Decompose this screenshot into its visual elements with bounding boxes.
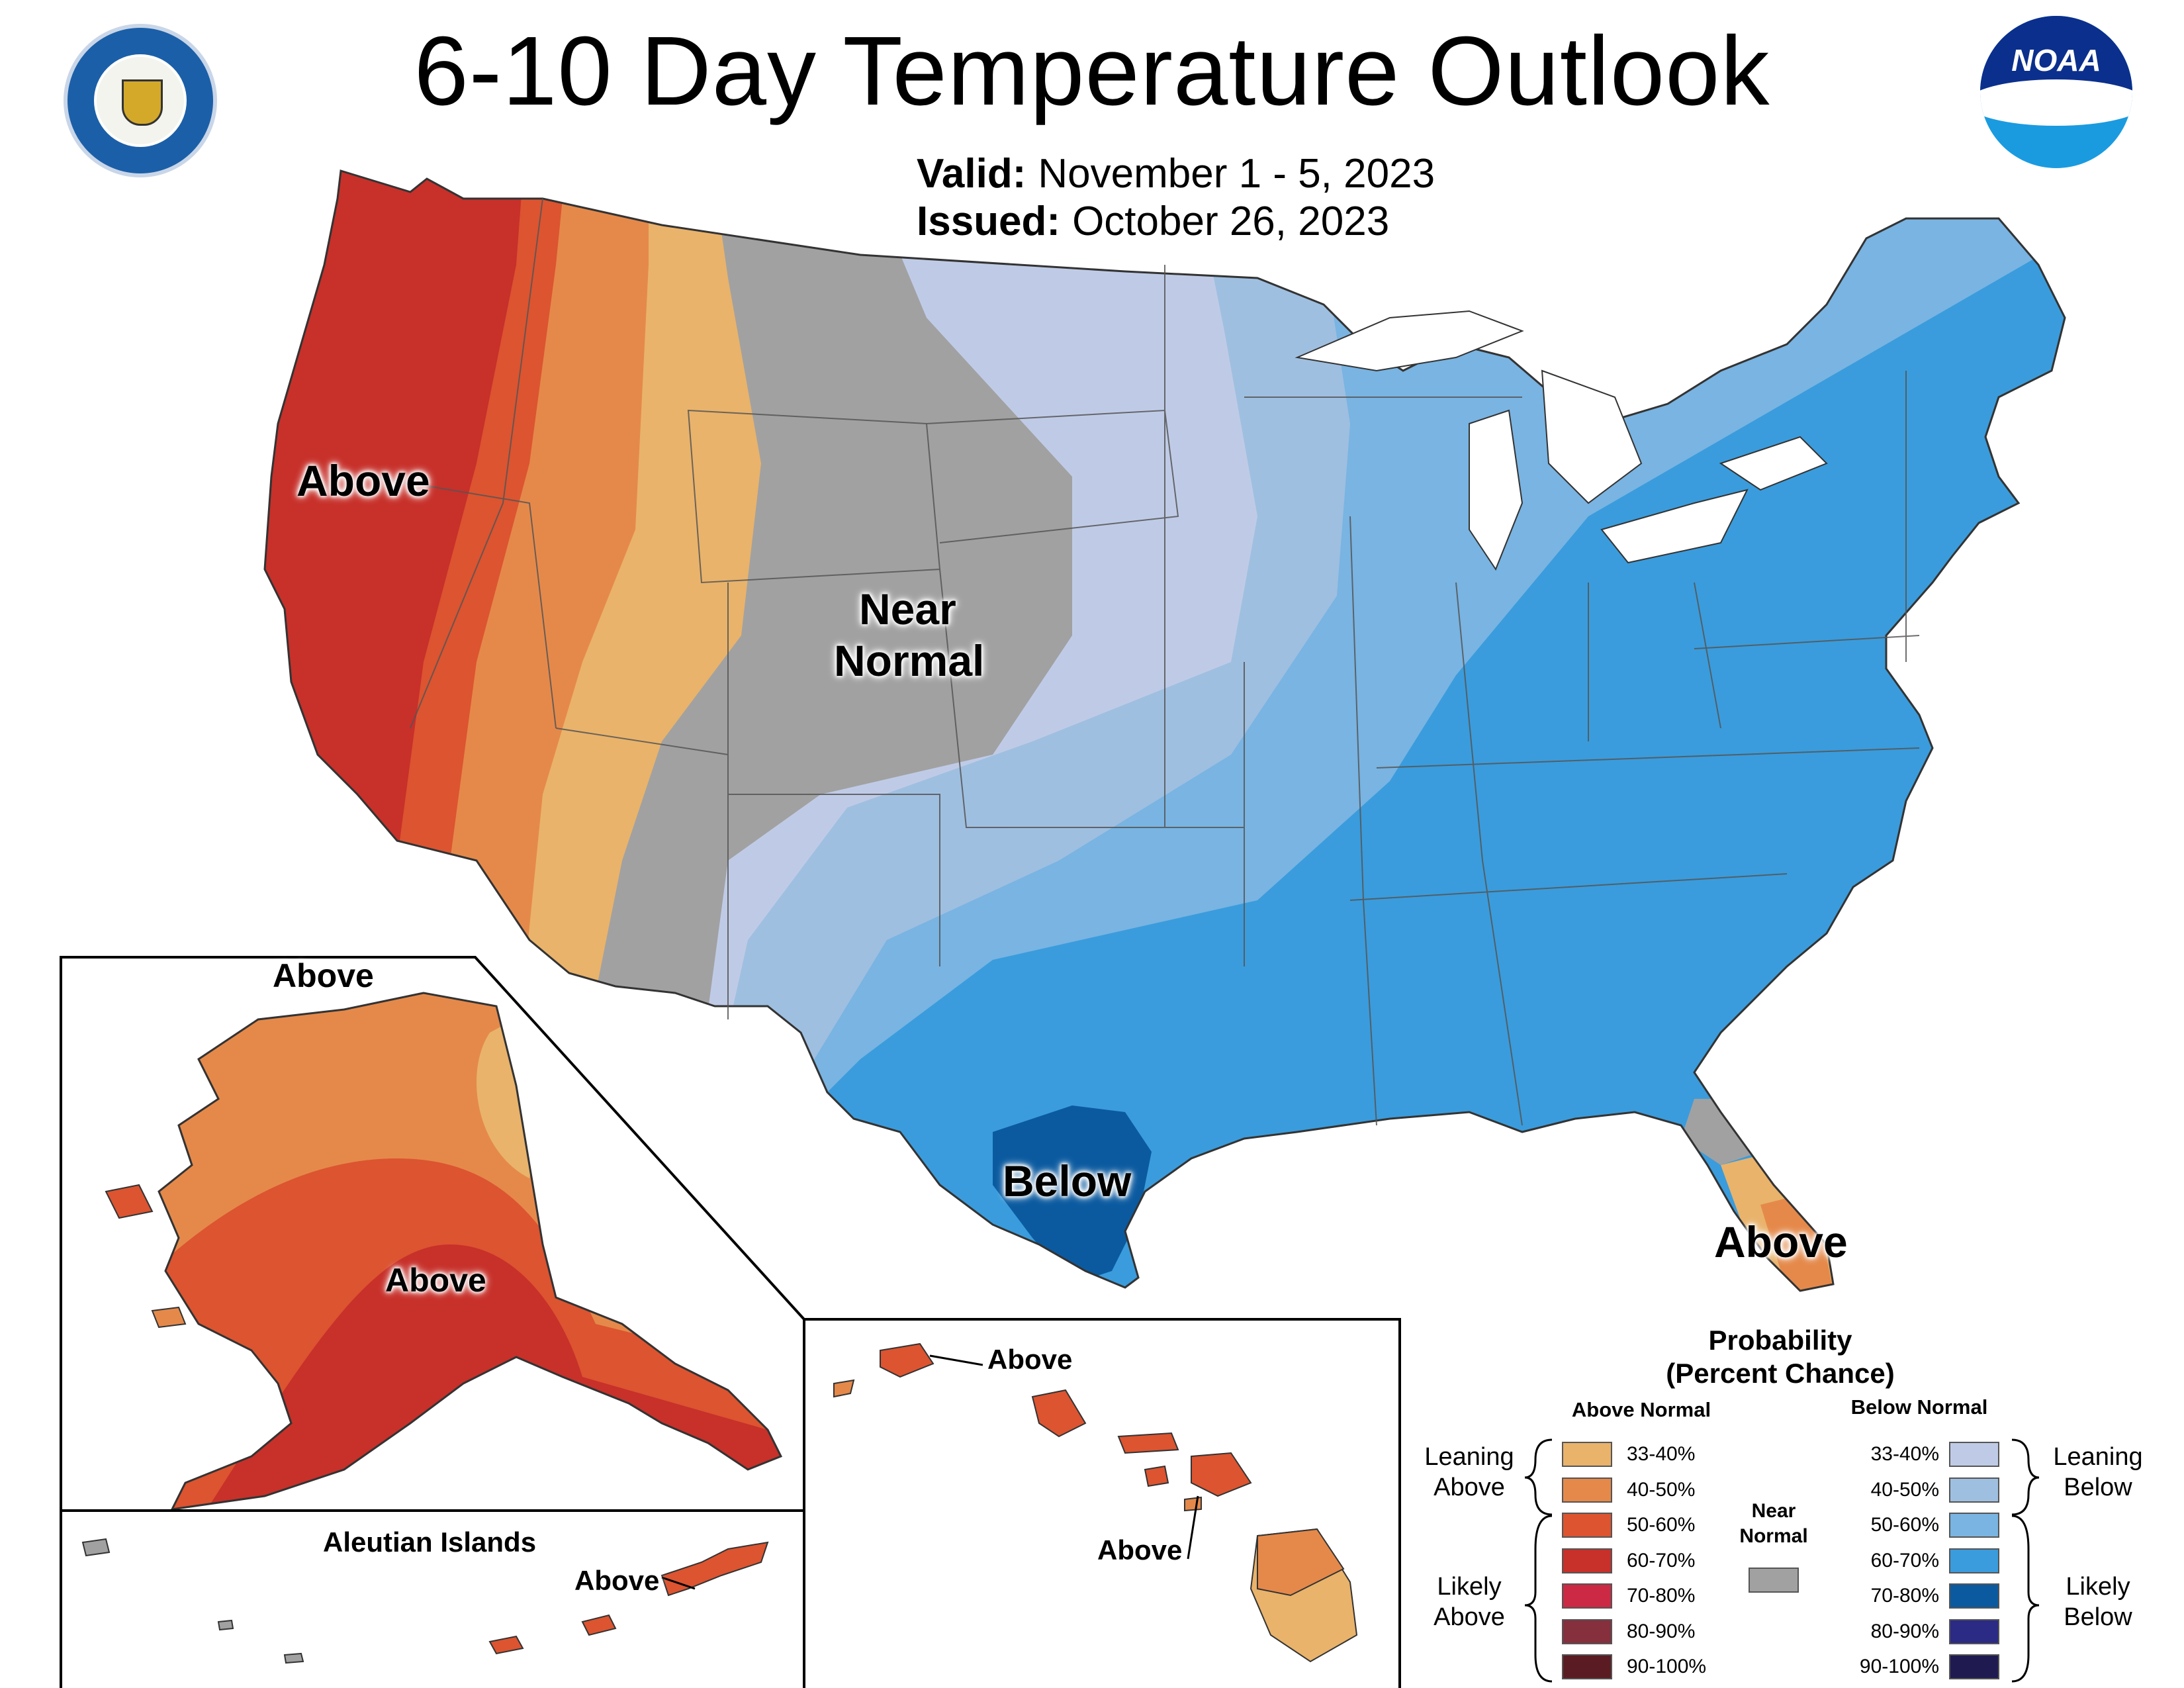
legend-below-swatch [1949, 1513, 1999, 1538]
legend-below-swatch [1949, 1654, 1999, 1679]
legend-above-range-label: 90-100% [1627, 1656, 1707, 1677]
legend-below-range-label: 33-40% [1870, 1443, 1939, 1465]
legend-above-header: Above Normal [1571, 1398, 1711, 1421]
label-alaska-south: Above [385, 1262, 486, 1299]
legend-likely-above: Likely Above [1410, 1571, 1529, 1632]
legend-leaning-below: Leaning Below [2038, 1442, 2158, 1503]
legend-above-range-label: 70-80% [1627, 1585, 1696, 1607]
commerce-seal-inner [94, 54, 187, 147]
issued-value: October 26, 2023 [1072, 199, 1390, 244]
legend-above-range-label: 80-90% [1627, 1620, 1696, 1642]
legend-above-range-label: 60-70% [1627, 1549, 1696, 1571]
legend-leaning-below-1: Leaning [2053, 1443, 2143, 1471]
label-florida-above: Above [1714, 1217, 1848, 1266]
legend-below-swatch [1949, 1477, 1999, 1503]
legend-near-2: Normal [1739, 1525, 1808, 1547]
legend-likely-above-1: Likely [1437, 1573, 1502, 1601]
legend-above-swatch [1562, 1513, 1612, 1538]
legend-above-swatch [1562, 1548, 1612, 1573]
legend-near-1: Near [1751, 1500, 1796, 1522]
valid-line: Valid: November 1 - 5, 2023 [917, 151, 1435, 197]
legend-below-header: Below Normal [1850, 1395, 1988, 1419]
legend-leaning-above-1: Leaning [1424, 1443, 1514, 1471]
label-aleutian-above: Above [574, 1565, 660, 1596]
legend-below-range-label: 90-100% [1859, 1656, 1939, 1677]
legend-above-swatch [1562, 1618, 1612, 1644]
label-near-normal-1: Near [859, 585, 956, 633]
legend-above-range-label: 50-60% [1627, 1514, 1696, 1536]
legend-above-swatch [1562, 1583, 1612, 1609]
valid-label: Valid: [917, 151, 1026, 197]
legend-leaning-above-2: Above [1433, 1474, 1505, 1501]
issued-line: Issued: October 26, 2023 [917, 199, 1389, 245]
legend-title-2: (Percent Chance) [1666, 1358, 1895, 1389]
legend-near-normal: Near Normal [1721, 1499, 1827, 1549]
legend-below-range-label: 40-50% [1870, 1478, 1939, 1501]
legend-above-swatch [1562, 1477, 1612, 1503]
page-title: 6-10 Day Temperature Outlook [414, 17, 1770, 126]
legend-leaning-below-2: Below [2064, 1474, 2132, 1501]
legend-likely-below: Likely Below [2038, 1571, 2158, 1632]
legend-below-swatch [1949, 1618, 1999, 1644]
label-near-normal-2: Normal [834, 636, 985, 685]
valid-value: November 1 - 5, 2023 [1038, 151, 1435, 197]
legend-below-range-label: 80-90% [1870, 1620, 1939, 1642]
noaa-bird-icon [1980, 79, 2132, 126]
label-hawaii-bottom: Above [1097, 1534, 1183, 1566]
legend-above-range-label: 33-40% [1627, 1443, 1696, 1465]
legend-below-range-label: 70-80% [1870, 1585, 1939, 1607]
legend-likely-below-1: Likely [2066, 1573, 2130, 1601]
commerce-seal-logo [64, 24, 217, 177]
legend-title-1: Probability [1708, 1325, 1852, 1356]
noaa-logo: NOAA [1980, 16, 2132, 168]
eagle-shield-icon [122, 79, 163, 126]
legend-below-range-label: 60-70% [1870, 1549, 1939, 1571]
legend-above-range-label: 40-50% [1627, 1478, 1696, 1501]
noaa-logo-text: NOAA [2011, 43, 2101, 77]
label-hawaii-top: Above [987, 1344, 1073, 1375]
legend-below-swatch [1949, 1548, 1999, 1573]
label-alaska-north: Above [273, 957, 374, 994]
legend-below-swatch [1949, 1583, 1999, 1609]
label-texas-below: Below [1003, 1156, 1132, 1205]
legend-near-swatch [1749, 1568, 1799, 1593]
legend-likely-above-2: Above [1433, 1603, 1505, 1631]
aleutian-title: Aleutian Islands [323, 1526, 537, 1558]
noaa-logo-top [1980, 16, 2132, 92]
legend-likely-below-2: Below [2064, 1603, 2132, 1631]
issued-label: Issued: [917, 199, 1061, 244]
legend-above-swatch [1562, 1654, 1612, 1679]
legend-below-swatch [1949, 1442, 1999, 1467]
legend-below-range-label: 50-60% [1870, 1514, 1939, 1536]
legend-above-swatch [1562, 1442, 1612, 1467]
label-west-above: Above [296, 456, 430, 505]
legend-leaning-above: Leaning Above [1410, 1442, 1529, 1503]
